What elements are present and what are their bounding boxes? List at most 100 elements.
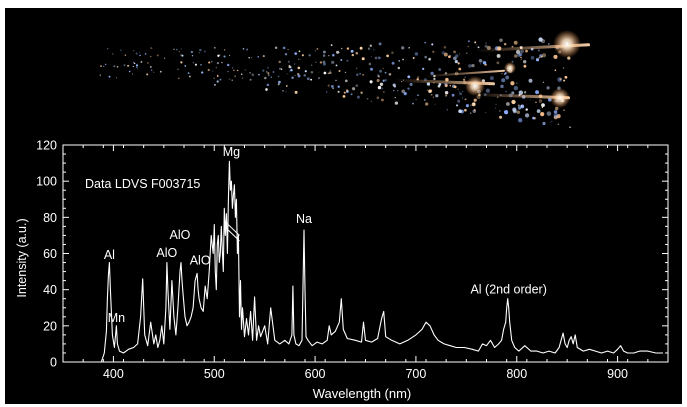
particle [274, 46, 278, 49]
particle [518, 106, 522, 110]
particle [546, 111, 552, 116]
particle [272, 71, 275, 73]
peak-label: AlO [170, 228, 191, 242]
particle [397, 90, 399, 92]
particle [352, 87, 356, 91]
particle [153, 71, 155, 73]
particle [282, 46, 286, 50]
particle [474, 41, 477, 44]
particle [356, 95, 360, 99]
particle [315, 61, 317, 63]
peak-label: Al [104, 248, 115, 262]
particle [355, 84, 359, 87]
particle [438, 68, 442, 71]
particle [533, 117, 537, 120]
particle [277, 75, 280, 78]
particle [290, 69, 293, 72]
particle [369, 80, 373, 84]
particle [336, 50, 340, 54]
particle [433, 77, 436, 81]
y-tick-label: 100 [36, 175, 57, 189]
particle [432, 50, 435, 53]
particle [542, 121, 546, 126]
particle [135, 52, 138, 55]
tick-marks [62, 144, 669, 363]
particle [113, 65, 116, 68]
particle [233, 69, 235, 71]
particle [103, 65, 105, 67]
particle [569, 126, 571, 129]
particle [448, 55, 451, 59]
particle [429, 92, 431, 94]
particle [351, 53, 354, 57]
particle [376, 78, 380, 83]
particle [489, 76, 494, 81]
particle [470, 104, 472, 106]
particle [377, 85, 382, 90]
spectrum-line [73, 160, 663, 363]
particle [131, 73, 133, 75]
particle [278, 80, 281, 84]
y-tick-label: 20 [43, 319, 57, 333]
particle [199, 48, 202, 52]
particle [464, 76, 466, 78]
particle [327, 72, 330, 75]
particle [525, 108, 528, 111]
particle [379, 82, 384, 86]
particle [427, 89, 429, 91]
particle [512, 107, 517, 112]
particle [242, 77, 244, 79]
particle [136, 66, 138, 68]
particle [475, 44, 477, 46]
particle [469, 112, 472, 114]
particle [518, 52, 523, 57]
particle [264, 76, 267, 80]
particle [248, 56, 250, 59]
particle [393, 89, 395, 92]
particle [190, 50, 194, 54]
particle [299, 58, 301, 60]
particle [242, 48, 245, 50]
particle [457, 88, 459, 90]
particle [456, 104, 459, 107]
particle [379, 69, 383, 73]
particle [414, 52, 419, 56]
particle [285, 85, 288, 87]
particle [433, 96, 435, 98]
particle [374, 56, 378, 60]
particle [563, 109, 565, 112]
particle [557, 123, 559, 125]
particle [515, 49, 521, 55]
particle [467, 45, 469, 48]
particle [297, 74, 301, 78]
y-tick-label: 40 [43, 283, 57, 297]
particle [459, 92, 462, 96]
particle [553, 110, 558, 114]
y-tick-label: 80 [43, 211, 57, 225]
particle [340, 59, 343, 61]
particle [384, 71, 387, 74]
particle [430, 71, 434, 76]
particle [335, 79, 337, 82]
particle [541, 106, 544, 109]
particle [123, 64, 126, 66]
particle [177, 68, 179, 71]
particle [210, 60, 213, 63]
particle [265, 71, 268, 73]
particle [216, 75, 219, 78]
particle [331, 53, 335, 57]
particle [267, 72, 270, 75]
x-tick-label: 800 [506, 367, 527, 381]
particle [328, 55, 330, 57]
x-tick-label: 900 [607, 367, 628, 381]
particle [192, 62, 194, 64]
peak-label: Mn [108, 311, 125, 325]
particle [453, 50, 457, 54]
particle [201, 71, 204, 74]
particle [318, 77, 320, 79]
particle [304, 70, 307, 73]
particle [127, 64, 130, 67]
particle [382, 67, 384, 70]
particle [204, 50, 206, 53]
